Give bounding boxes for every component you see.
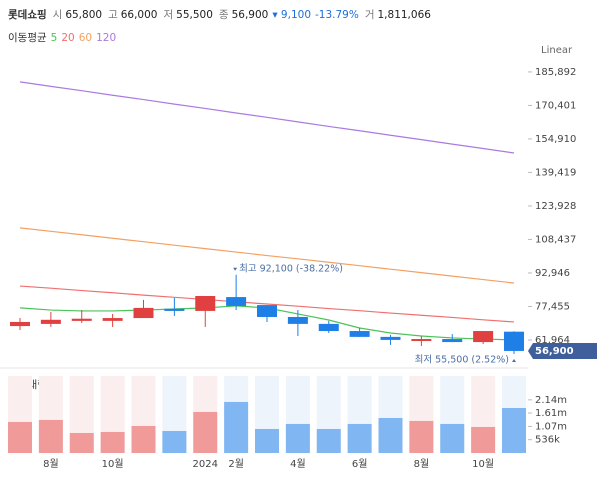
volume-bar: [38, 419, 63, 453]
header: 롯데쇼핑 시 65,800 고 66,000 저 55,500 종 56,900 ▾ 9,100-…: [8, 8, 431, 21]
x-tick-label: 2월: [228, 458, 244, 470]
annotation: 최저 55,500 (2.52%): [415, 354, 509, 365]
y-tick-label: 123,928: [535, 201, 576, 212]
field-value: 65,800: [65, 9, 102, 21]
annotation: 최고 92,100 (-38.22%): [239, 263, 343, 274]
candle-body: [442, 339, 463, 343]
field-value: 1,811,066: [378, 9, 432, 21]
candle-body: [71, 318, 92, 321]
volume-tick-label: 2.14m: [535, 395, 567, 406]
volume-bar: [502, 408, 526, 453]
volume-bar: [224, 401, 249, 453]
volume-bar: [347, 423, 372, 453]
volume-bar: [131, 425, 156, 453]
volume-bar: [316, 428, 341, 453]
y-tick-label: 154,910: [535, 134, 576, 145]
candle-body: [102, 318, 123, 321]
y-tick-label: 170,401: [535, 100, 576, 111]
field-label: 시: [53, 9, 63, 21]
y-tick-label: 139,419: [535, 167, 576, 178]
candle-body: [10, 321, 30, 327]
candle-body: [195, 295, 216, 311]
volume-tick-label: 1.61m: [535, 408, 567, 419]
candle-body: [504, 331, 524, 351]
x-tick-label: 8월: [414, 458, 430, 470]
volume-bar: [162, 430, 187, 453]
ma-legend-title: 이동평균: [8, 32, 47, 44]
candle-body: [349, 331, 370, 337]
y-tick-label: 185,892: [535, 67, 576, 78]
candle-body: [473, 331, 494, 343]
volume-bar: [440, 423, 465, 453]
x-tick-label: 2024: [193, 459, 218, 470]
x-tick-label: 10월: [472, 458, 494, 470]
candle-body: [318, 323, 339, 332]
ma-legend: 이동평균 5 20 60 120: [8, 32, 116, 44]
candle-body: [411, 339, 432, 341]
volume-tick-label: 1.07m: [535, 421, 567, 432]
volume-bar: [193, 411, 218, 453]
moving-average-line: [19, 81, 515, 154]
volume-bar: [409, 420, 434, 453]
x-tick-label: 8월: [43, 458, 59, 470]
annotation-arrow: [512, 358, 516, 362]
field-value: 66,000: [121, 9, 158, 21]
candle-body: [287, 316, 308, 324]
volume-bar: [8, 421, 32, 453]
candle-body: [226, 297, 247, 306]
volume-bar: [285, 423, 310, 453]
current-price-label: 56,900: [535, 346, 574, 357]
candle-body: [257, 305, 277, 317]
stock-name: 롯데쇼핑: [8, 8, 47, 21]
y-tick-label: 61,964: [535, 335, 570, 346]
field-value: ▾ 9,100: [272, 9, 311, 21]
ma-legend-item: 120: [96, 32, 116, 44]
field-label: 거: [365, 9, 375, 21]
x-tick-label: 10월: [102, 458, 124, 470]
volume-bar: [471, 426, 496, 453]
moving-average-line: [19, 285, 515, 323]
moving-average-line: [19, 227, 515, 284]
volume-tick-label: 536k: [535, 435, 560, 446]
candle-body: [133, 307, 154, 319]
volume-bar: [100, 431, 125, 453]
y-tick-label: 77,455: [535, 301, 570, 312]
field-value: 56,900: [232, 9, 269, 21]
scale-label: Linear: [541, 45, 573, 56]
annotation-arrow: [233, 267, 238, 271]
volume-bar: [69, 432, 94, 453]
field-label: 고: [108, 9, 118, 21]
candle-body: [164, 308, 185, 311]
field-label: 저: [163, 9, 173, 21]
field-label: 종: [219, 9, 229, 21]
candle-body: [380, 336, 401, 340]
y-tick-label: 92,946: [535, 268, 570, 279]
ma-legend-item: 20: [61, 32, 74, 44]
x-tick-label: 4월: [290, 458, 306, 470]
x-tick-label: 6월: [352, 458, 368, 470]
candle-body: [40, 319, 61, 324]
field-value: -13.79%: [315, 9, 359, 21]
current-price-box: [528, 342, 597, 359]
ma-legend-item: 5: [51, 32, 58, 44]
y-tick-label: 108,437: [535, 234, 576, 245]
volume-bar: [378, 417, 403, 453]
volume-bar: [255, 428, 279, 453]
field-value: 55,500: [176, 9, 213, 21]
ma-legend-item: 60: [79, 32, 92, 44]
